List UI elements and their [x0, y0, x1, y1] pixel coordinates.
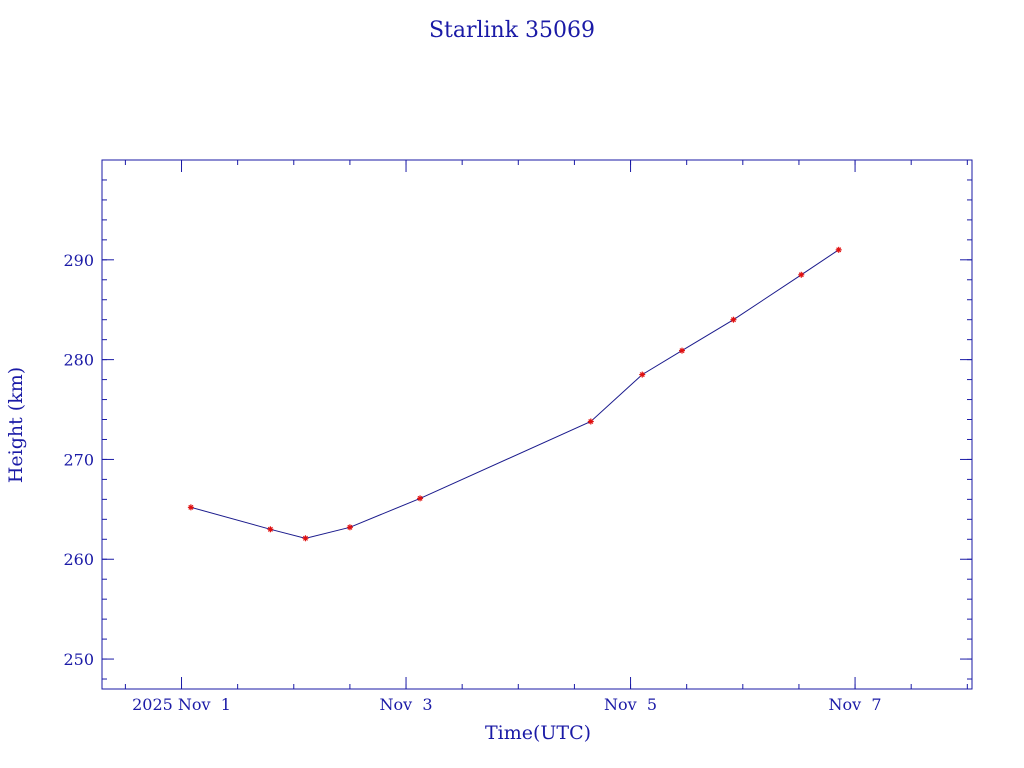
marker-stroke: [798, 272, 804, 278]
data-point-marker: [417, 495, 424, 502]
data-point-marker: [302, 535, 309, 542]
data-point-marker: [346, 524, 353, 531]
data-markers: [187, 246, 842, 542]
y-tick-label: 270: [63, 450, 94, 469]
series-line: [190, 249, 839, 539]
marker-stroke: [267, 526, 273, 532]
y-tick-label: 290: [63, 251, 94, 270]
data-point-marker: [835, 246, 842, 253]
marker-stroke: [302, 535, 308, 541]
data-point-marker: [587, 418, 594, 425]
x-tick-label: Nov 7: [829, 695, 882, 714]
marker-stroke: [188, 504, 194, 510]
x-tick-label: 2025 Nov 1: [132, 695, 231, 714]
marker-stroke: [836, 247, 842, 253]
marker-stroke: [417, 495, 423, 501]
y-tick-label: 250: [63, 650, 94, 669]
data-point-marker: [639, 371, 646, 378]
marker-stroke: [730, 317, 736, 323]
marker-stroke: [639, 372, 645, 378]
x-tick-label: Nov 5: [604, 695, 657, 714]
marker-stroke: [588, 418, 594, 425]
chart-title: Starlink 35069: [429, 18, 595, 43]
x-axis-label: Time(UTC): [485, 722, 591, 744]
axis-tick-labels: 250 260 270 280 290 2025 Nov 1 Nov 3 Nov 5 Nov 7: [63, 251, 881, 714]
data-point-marker: [187, 504, 194, 511]
data-point-marker: [267, 526, 274, 533]
x-tick-label: Nov 3: [380, 695, 433, 714]
data-point-marker: [679, 347, 685, 354]
marker-stroke: [679, 348, 685, 354]
marker-stroke: [347, 524, 353, 530]
data-point-marker: [798, 271, 805, 278]
axis-ticks: [102, 159, 972, 689]
y-axis-label: Height (km): [5, 367, 27, 483]
plot-frame: [101, 159, 973, 690]
y-tick-label: 260: [63, 550, 94, 569]
data-point-marker: [730, 316, 737, 323]
y-tick-label: 280: [63, 351, 94, 370]
